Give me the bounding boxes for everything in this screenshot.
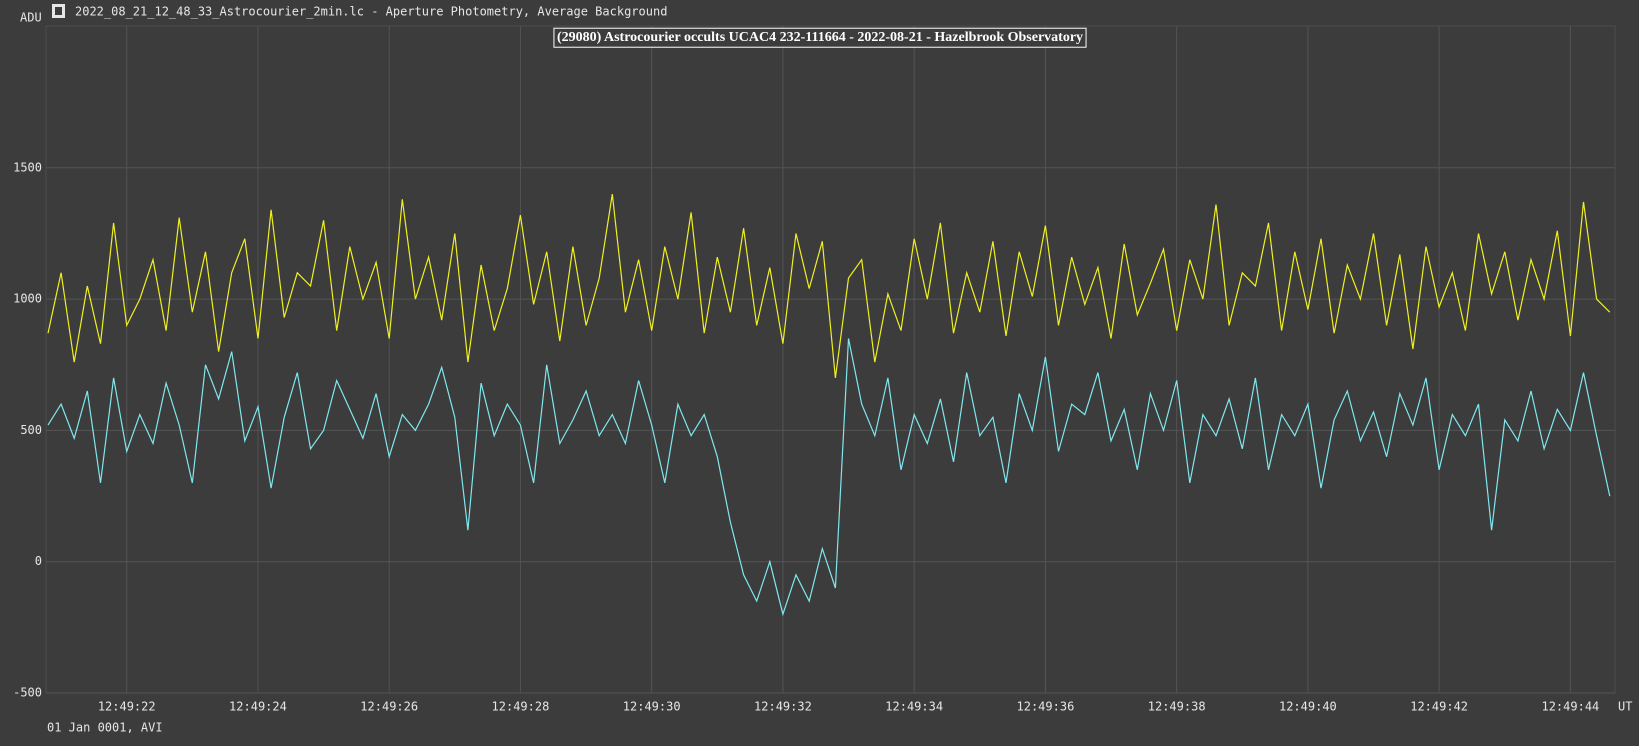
x-tick-label: 12:49:22 xyxy=(98,700,156,714)
y-tick-label: 1500 xyxy=(13,160,42,174)
x-tick-label: 12:49:28 xyxy=(492,700,550,714)
window-title: 2022_08_21_12_48_33_Astrocourier_2min.lc… xyxy=(75,5,667,19)
y-tick-label: 500 xyxy=(20,423,42,437)
series-line xyxy=(47,338,1611,617)
y-tick-label: 1000 xyxy=(13,292,42,306)
x-tick-label: 12:49:24 xyxy=(229,700,287,714)
window-icon-inner xyxy=(55,7,62,15)
x-tick-label: 12:49:38 xyxy=(1148,700,1206,714)
footer: 01 Jan 0001, AVI xyxy=(47,721,163,735)
x-tick-label: 12:49:30 xyxy=(623,700,681,714)
x-tick-label: 12:49:26 xyxy=(360,700,418,714)
x-tick-label: 12:49:32 xyxy=(754,700,812,714)
series-line xyxy=(47,194,1611,378)
x-tick-label: 12:49:34 xyxy=(885,700,943,714)
x-tick-label: 12:49:40 xyxy=(1279,700,1337,714)
lines xyxy=(47,194,1611,617)
y-axis-label: ADU xyxy=(20,11,42,25)
x-tick-label: 12:49:42 xyxy=(1410,700,1468,714)
y-tick-label: -500 xyxy=(13,686,42,700)
x-axis-label: UT xyxy=(1618,700,1632,714)
x-tick-label: 12:49:36 xyxy=(1017,700,1075,714)
x-tick-label: 12:49:44 xyxy=(1541,700,1599,714)
chart-title: (29080) Astrocourier occults UCAC4 232-1… xyxy=(557,30,1083,45)
y-tick-label: 0 xyxy=(35,554,42,568)
title-box xyxy=(553,27,1087,48)
